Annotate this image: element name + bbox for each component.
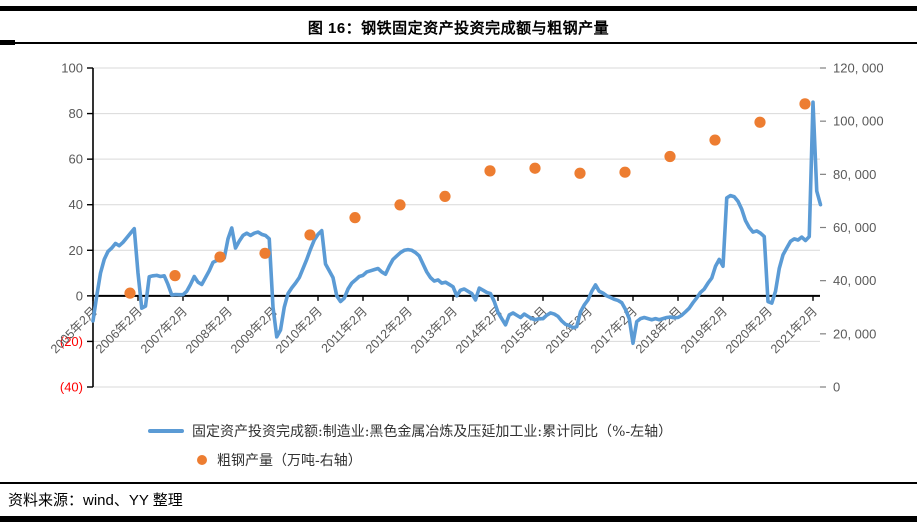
title-underline <box>0 42 917 44</box>
crude-steel-output-point <box>169 270 181 282</box>
right-axis-tick-label: 20, 000 <box>833 326 876 341</box>
title-underline-left-segment <box>0 40 15 45</box>
x-axis-tick-label: 2008年2月 <box>183 304 235 356</box>
right-axis-tick-label: 40, 000 <box>833 273 876 288</box>
source-divider-line <box>0 482 917 484</box>
legend-line-label: 固定资产投资完成额:制造业:黑色金属冶炼及压延加工业:累计同比（%-左轴） <box>192 424 673 440</box>
left-axis-tick-label: 40 <box>69 197 83 212</box>
right-axis-tick-label: 0 <box>833 380 840 395</box>
bottom-border-bar <box>0 516 917 522</box>
x-axis-tick-label: 2007年2月 <box>138 304 190 356</box>
crude-steel-output-point <box>124 287 136 299</box>
left-axis-tick-label: 100 <box>61 61 83 76</box>
crude-steel-output-point <box>754 116 766 128</box>
left-axis-tick-label: 0 <box>76 288 83 303</box>
legend-dot-label: 粗钢产量（万吨-右轴） <box>217 453 362 469</box>
scatter-series-swatch <box>197 455 207 465</box>
left-axis-tick-label: (40) <box>60 380 83 395</box>
figure-title: 图 16：钢铁固定资产投资完成额与粗钢产量 <box>307 20 610 37</box>
x-axis-tick-label: 2021年2月 <box>768 304 820 356</box>
top-border-bar <box>0 6 917 11</box>
left-axis-tick-label: 60 <box>69 152 83 167</box>
left-axis-tick-label: (20) <box>60 334 83 349</box>
crude-steel-output-point <box>484 165 496 177</box>
right-axis-tick-label: 120, 000 <box>833 61 884 76</box>
x-axis-tick-label: 2018年2月 <box>633 304 685 356</box>
right-axis-tick-label: 80, 000 <box>833 167 876 182</box>
crude-steel-output-point <box>394 199 406 211</box>
x-axis-tick-label: 2013年2月 <box>408 304 460 356</box>
right-axis-tick-label: 60, 000 <box>833 220 876 235</box>
crude-steel-output-point <box>619 166 631 178</box>
crude-steel-output-point <box>574 167 586 179</box>
left-axis-tick-label: 80 <box>69 106 83 121</box>
x-axis-tick-label: 2011年2月 <box>319 304 371 356</box>
fai-yoy-line-series <box>91 100 823 346</box>
crude-steel-output-point <box>664 150 676 163</box>
x-axis-tick-label: 2006年2月 <box>93 304 145 356</box>
x-axis-tick-label: 2015年2月 <box>498 304 550 356</box>
legend-item-scatter: 粗钢产量（万吨-右轴） <box>148 450 672 470</box>
crude-steel-output-point <box>304 229 316 241</box>
crude-steel-output-point <box>349 212 361 224</box>
crude-steel-output-point <box>799 98 811 110</box>
source-text: 资料来源：wind、YY 整理 <box>8 492 183 509</box>
crude-steel-output-point <box>709 134 721 146</box>
crude-steel-output-point <box>439 190 451 202</box>
left-axis-tick-label: 20 <box>69 243 83 258</box>
line-series-swatch <box>148 429 184 433</box>
x-axis-tick-label: 2012年2月 <box>363 304 415 356</box>
right-axis-tick-label: 100, 000 <box>833 114 884 129</box>
crude-steel-output-point <box>529 162 541 174</box>
legend-item-line: 固定资产投资完成额:制造业:黑色金属冶炼及压延加工业:累计同比（%-左轴） <box>148 421 672 441</box>
crude-steel-output-point <box>214 251 226 263</box>
chart-legend: 固定资产投资完成额:制造业:黑色金属冶炼及压延加工业:累计同比（%-左轴） 粗钢… <box>148 421 672 470</box>
crude-steel-output-point <box>259 247 271 259</box>
x-axis-tick-label: 2020年2月 <box>723 304 775 356</box>
